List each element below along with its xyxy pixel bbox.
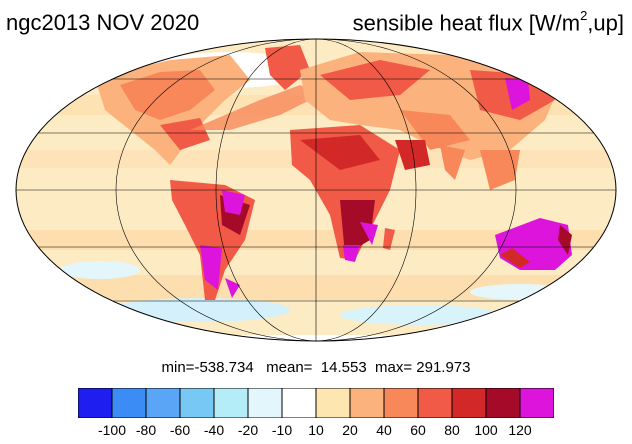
colorbar-label: -20: [237, 422, 259, 438]
colorbar-label: -80: [135, 422, 157, 438]
colorbar-label: -40: [203, 422, 225, 438]
colorbar-label: 100: [474, 422, 498, 438]
colorbar-swatch: [213, 388, 249, 418]
variable-title-suffix: ,up]: [587, 10, 624, 36]
colorbar-swatch: [451, 388, 487, 418]
colorbar-swatch: [315, 388, 351, 418]
colorbar-label: -100: [97, 422, 127, 438]
globe-outline: [15, 38, 617, 342]
colorbar-label: 120: [508, 422, 532, 438]
colorbar-swatch: [519, 388, 554, 418]
colorbar-swatch: [349, 388, 385, 418]
colorbar-label: 40: [376, 422, 392, 438]
map-title: ngc2013 NOV 2020: [6, 10, 200, 35]
colorbar-swatch: [78, 388, 113, 418]
colorbar-swatch: [383, 388, 419, 418]
colorbar-swatch: [247, 388, 283, 418]
colorbar-swatch: [485, 388, 521, 418]
colorbar-label: 60: [410, 422, 426, 438]
colorbar-swatch: [281, 388, 317, 418]
variable-title-prefix: sensible heat flux [W/m: [352, 10, 581, 36]
colorbar-label: 80: [444, 422, 460, 438]
colorbar-labels: -100 -80 -60 -40 -20 -10 10 20 40 60 80 100 120: [0, 422, 632, 442]
variable-title: sensible heat flux [W/m2,up]: [352, 8, 624, 36]
colorbar-label: 20: [342, 422, 358, 438]
colorbar-label: 10: [308, 422, 324, 438]
colorbar-swatch: [145, 388, 181, 418]
variable-title-exponent: 2: [580, 8, 588, 23]
stats-line: min=-538.734 mean= 14.553 max= 291.973: [161, 359, 471, 376]
colorbar-swatch: [179, 388, 215, 418]
colorbar-swatch: [417, 388, 453, 418]
colorbar-swatch: [111, 388, 147, 418]
colorbar-label: -10: [271, 422, 293, 438]
colorbar-label: -60: [169, 422, 191, 438]
graticule: [16, 39, 616, 341]
colorbar: [78, 388, 554, 418]
world-map: [15, 38, 617, 342]
